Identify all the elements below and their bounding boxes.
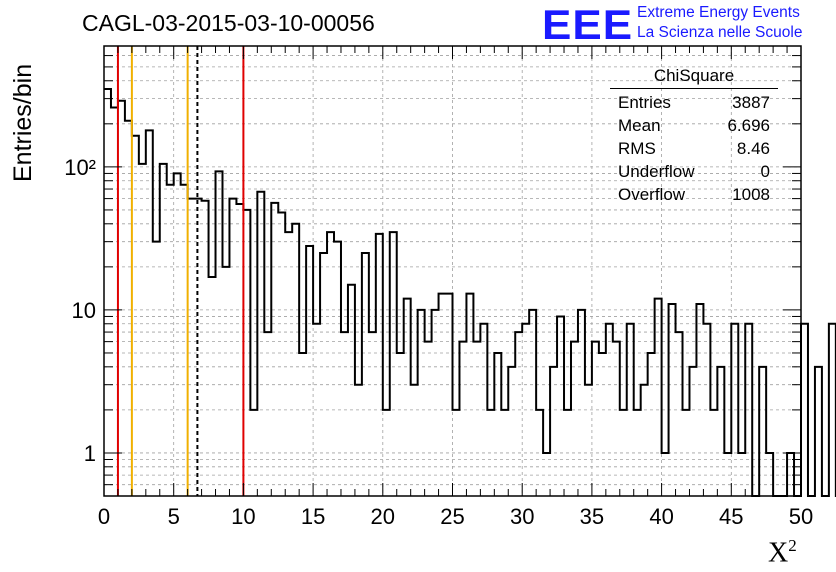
stats-value: 0 [760,162,770,181]
stats-row-overflow: Overflow 1008 [610,183,778,206]
x-tick-label: 20 [371,504,395,529]
stats-value: 8.46 [736,139,770,158]
histogram-outline [104,88,836,497]
y-axis-label: Entries/bin [9,63,37,182]
stats-label: Underflow [618,162,695,181]
x-tick-label: 45 [719,504,743,529]
stats-value: 6.696 [727,116,770,135]
x-tick-label: 35 [580,504,604,529]
x-tick-label: 5 [168,504,180,529]
x-tick-label: 0 [98,504,110,529]
stats-row-entries: Entries 3887 [610,91,778,114]
x-axis-label: X2 [768,536,797,569]
stats-label: Entries [618,93,671,112]
chart-title: CAGL-03-2015-03-10-00056 [82,10,375,36]
logo-line-2: La Scienza nelle Scuole [637,24,803,41]
y-tick-label: 10 [72,298,96,323]
x-tick-label: 15 [301,504,325,529]
x-tick-label: 30 [510,504,534,529]
stats-value: 3887 [732,93,770,112]
stats-row-underflow: Underflow 0 [610,160,778,183]
stats-label: Overflow [618,185,686,204]
x-tick-label: 10 [231,504,255,529]
x-tick-label: 50 [789,504,813,529]
y-tick-label: 10² [64,155,96,180]
stats-label: RMS [618,139,656,158]
x-tick-label: 25 [440,504,464,529]
stats-row-mean: Mean 6.696 [610,114,778,137]
logo-line-1: Extreme Energy Events [637,4,800,21]
y-tick-label: 1 [84,441,96,466]
stats-label: Mean [618,116,661,135]
stats-value: 1008 [732,185,770,204]
stats-row-rms: RMS 8.46 [610,137,778,160]
stats-title: ChiSquare [610,66,778,89]
x-tick-label: 40 [649,504,673,529]
stats-box: ChiSquare Entries 3887 Mean 6.696 RMS 8.… [610,66,778,206]
eee-logo: EEE [542,2,634,49]
